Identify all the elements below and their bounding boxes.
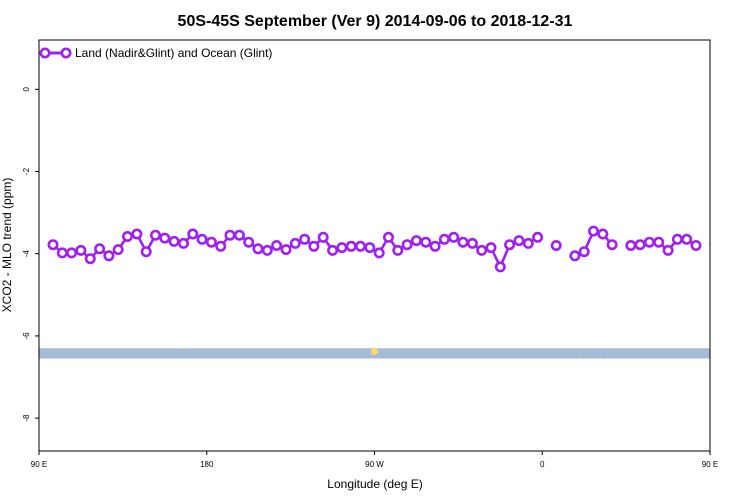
land-band-group [39, 347, 710, 359]
data-point [653, 236, 665, 248]
data-point [420, 236, 432, 248]
data-point [681, 233, 693, 245]
y-tick-label: -2 [22, 167, 31, 175]
data-point [205, 236, 217, 248]
data-point [457, 236, 469, 248]
data-point [504, 239, 516, 251]
data-point [47, 239, 59, 251]
data-point [168, 235, 180, 247]
data-point [308, 240, 320, 252]
data-point [336, 242, 348, 254]
data-point [513, 235, 525, 247]
data-point [587, 225, 599, 237]
data-point [720, 249, 728, 257]
data-point [140, 246, 152, 258]
data-point [373, 247, 385, 259]
data-point [401, 239, 413, 251]
data-point [569, 250, 581, 262]
data-point [606, 239, 618, 251]
data-point [522, 237, 534, 249]
data-point [485, 242, 497, 254]
data-point [224, 229, 236, 241]
data-point [317, 231, 329, 243]
data-point [671, 233, 683, 245]
y-tick-label: -4 [22, 250, 31, 258]
legend-marker-right [60, 47, 72, 59]
plot-area: 90 E 180 90 W 0 90 E 0 -2 -4 -6 -8 [22, 39, 750, 469]
data-point [690, 240, 702, 252]
data-point [597, 228, 609, 240]
x-tick-label: 90 E [702, 460, 718, 469]
data-point [94, 243, 106, 255]
data-point [196, 233, 208, 245]
legend-marker-left [39, 47, 51, 59]
data-point [532, 231, 544, 243]
data-point [112, 244, 124, 256]
data-point [364, 242, 376, 254]
data-point [550, 240, 562, 252]
data-point [299, 233, 311, 245]
data-point [662, 244, 674, 256]
legend: Land (Nadir&Glint) and Ocean (Glint) [39, 46, 272, 60]
data-point [382, 231, 394, 243]
data-point [252, 243, 264, 255]
data-point [729, 249, 737, 257]
data-point [438, 233, 450, 245]
data-point [345, 240, 357, 252]
data-point [327, 244, 339, 256]
x-tick-label: 0 [540, 460, 545, 469]
data-point [131, 228, 143, 240]
data-point [625, 240, 637, 252]
data-point [103, 250, 115, 262]
data-point [448, 231, 460, 243]
data-point [150, 229, 162, 241]
data-point [709, 241, 710, 248]
data-point [410, 235, 422, 247]
y-tick-label: -8 [22, 414, 31, 422]
y-tick-label: -6 [22, 332, 31, 340]
data-point [354, 240, 366, 252]
data-point [289, 237, 301, 249]
data-point [243, 236, 255, 248]
data-point [578, 246, 590, 258]
land-mark [606, 355, 609, 357]
chart-title: 50S-45S September (Ver 9) 2014-09-06 to … [178, 13, 573, 30]
data-point [643, 236, 655, 248]
data-point [122, 231, 134, 243]
data-point [178, 237, 190, 249]
data-point [159, 232, 171, 244]
y-tick-label: 0 [22, 87, 31, 92]
data-point [634, 239, 646, 251]
data-point [84, 253, 96, 265]
land-mark [370, 348, 379, 355]
data-point [466, 237, 478, 249]
data-point [66, 247, 78, 259]
data-point [738, 246, 746, 254]
series-line [715, 234, 750, 259]
series-group [47, 225, 750, 273]
data-point [187, 228, 199, 240]
data-point [271, 240, 283, 252]
data-point [476, 244, 488, 256]
land-mark [183, 347, 186, 350]
data-point [75, 244, 87, 256]
data-point [280, 244, 292, 256]
y-axis-label: XCO2 - MLO trend (ppm) [0, 178, 14, 313]
x-tick-label: 90 W [365, 460, 384, 469]
x-tick-label: 180 [200, 460, 214, 469]
x-axis-label: Longitude (deg E) [327, 477, 422, 491]
data-point [429, 240, 441, 252]
x-tick-label: 90 E [31, 460, 47, 469]
data-point [261, 244, 273, 256]
land-mark [579, 354, 580, 356]
data-point [56, 247, 68, 259]
legend-label: Land (Nadir&Glint) and Ocean (Glint) [75, 46, 272, 60]
data-point [215, 240, 227, 252]
data-point [494, 261, 506, 273]
data-point [392, 244, 404, 256]
data-point [233, 229, 245, 241]
